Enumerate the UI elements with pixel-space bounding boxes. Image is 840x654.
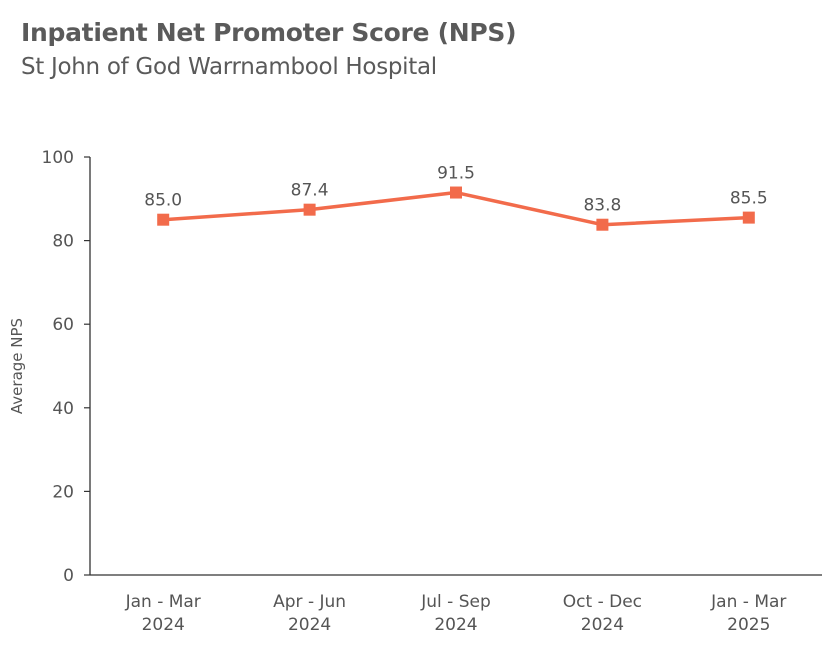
y-tick-label: 0 — [63, 566, 74, 586]
y-tick-label: 20 — [52, 482, 74, 502]
data-point-marker — [742, 211, 755, 224]
y-tick-label: 100 — [42, 148, 74, 168]
data-label: 85.5 — [730, 189, 768, 209]
data-point-marker — [157, 213, 170, 226]
data-label: 91.5 — [437, 164, 475, 184]
x-tick-label: Apr - Jun — [273, 592, 346, 612]
data-point-marker — [450, 186, 462, 199]
y-axis-title: Average NPS — [8, 318, 26, 414]
data-point-marker — [303, 203, 316, 216]
y-tick-label: 40 — [52, 399, 74, 419]
x-tick-label-year: 2024 — [142, 615, 185, 635]
y-tick-label: 60 — [52, 315, 74, 335]
chart-title: Inpatient Net Promoter Score (NPS) — [21, 18, 517, 47]
x-tick-label: Jan - Mar — [125, 592, 201, 612]
data-label: 87.4 — [291, 181, 329, 201]
x-tick-label: Jan - Mar — [710, 592, 786, 612]
x-tick-label-year: 2024 — [434, 615, 477, 635]
y-tick-label: 80 — [52, 232, 74, 252]
x-tick-label: Oct - Dec — [563, 592, 642, 612]
data-label: 83.8 — [583, 196, 621, 216]
x-tick-label-year: 2024 — [288, 615, 331, 635]
chart-subtitle: St John of God Warrnambool Hospital — [21, 54, 437, 80]
x-tick-label-year: 2025 — [727, 615, 770, 635]
x-tick-label: Jul - Sep — [420, 592, 491, 612]
data-label: 85.0 — [144, 191, 182, 211]
x-tick-label-year: 2024 — [581, 615, 624, 635]
data-point-marker — [596, 218, 609, 231]
